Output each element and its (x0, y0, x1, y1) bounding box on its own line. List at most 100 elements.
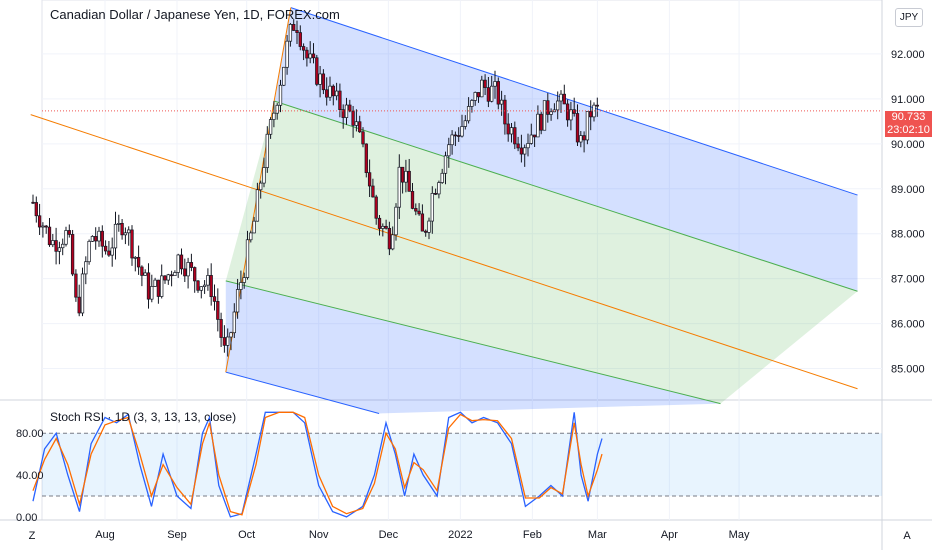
candle-down (107, 250, 111, 256)
candle-down (169, 274, 174, 277)
candle-down (189, 262, 194, 268)
candle-down (476, 92, 481, 98)
candle-down (325, 89, 329, 98)
candle-up (437, 182, 441, 195)
candle-down (74, 273, 78, 298)
candle-up (153, 279, 157, 287)
price-tick-label: 88.000 (891, 229, 925, 241)
candle-up (450, 134, 454, 146)
pitchfork-median-line (30, 114, 858, 390)
time-tick-label: Sep (167, 529, 187, 541)
last-price-tag: 90.733 23:02:10 (885, 111, 932, 137)
candle-up (143, 272, 147, 276)
stoch-tick-label: 0.00 (16, 512, 37, 524)
candle-up (202, 284, 207, 288)
candle-up (440, 172, 444, 183)
candle-up (493, 81, 497, 87)
candle-down (156, 279, 161, 297)
candle-down (351, 110, 355, 126)
candle-up (249, 232, 253, 241)
candle-up (229, 332, 233, 338)
candle-down (103, 245, 108, 252)
stoch-tick-label: 80.00 (16, 428, 44, 440)
candle-up (123, 232, 128, 236)
candle-down (77, 296, 81, 314)
candle-up (275, 104, 279, 114)
candle-up (176, 254, 180, 273)
pitchfork-middle-zone (225, 101, 858, 404)
candle-up (328, 85, 332, 98)
candle-up (470, 100, 474, 107)
candle-down (70, 234, 75, 275)
price-tick-label: 91.000 (891, 94, 925, 106)
candle-up (404, 170, 408, 183)
bar-countdown: 23:02:10 (887, 124, 930, 136)
candle-up (150, 286, 154, 300)
candle-down (358, 121, 362, 133)
candle-down (384, 225, 388, 229)
candle-up (239, 282, 243, 290)
candle-down (301, 46, 306, 51)
candle-up (61, 243, 65, 249)
candle-down (130, 229, 134, 259)
candle-up (84, 261, 88, 275)
pitchfork-lower-line (225, 371, 380, 414)
candle-up (354, 121, 359, 126)
candle-down (410, 191, 415, 209)
candle-down (400, 166, 405, 183)
time-tick-label: 2022 (448, 529, 472, 541)
candle-down (506, 123, 510, 135)
time-tick-label: Oct (238, 529, 255, 541)
candle-down (414, 208, 418, 212)
candle-up (97, 230, 101, 242)
candle-up (268, 119, 273, 135)
candle-up (397, 166, 401, 208)
candle-up (265, 133, 269, 168)
candle-down (565, 103, 570, 121)
candle-up (57, 247, 62, 252)
pitchfork-upper-zone (274, 7, 858, 292)
stoch-rsi-title: Stoch RSI · 1D (3, 3, 13, 13, close) (50, 410, 237, 424)
candle-down (433, 192, 438, 195)
candle-down (519, 147, 524, 155)
candle-down (54, 240, 58, 252)
auto-scale-button[interactable]: A (903, 530, 911, 542)
time-tick-label: Apr (661, 529, 678, 541)
candle-down (321, 73, 326, 91)
time-tick-label: Dec (379, 529, 399, 541)
candle-down (146, 272, 151, 300)
candle-down (367, 172, 372, 187)
candle-up (285, 40, 289, 68)
candle-down (196, 280, 200, 291)
timezone-button[interactable]: Z (28, 530, 36, 542)
candle-up (430, 192, 434, 222)
candle-down (562, 93, 566, 105)
candle-up (381, 225, 385, 229)
price-tick-label: 90.000 (891, 139, 925, 151)
candle-up (499, 99, 504, 105)
candle-up (64, 230, 68, 245)
candle-up (166, 274, 170, 281)
chart-title: Canadian Dollar / Japanese Yen, 1D, FORE… (50, 7, 340, 22)
candle-down (34, 202, 38, 217)
candle-down (546, 100, 550, 115)
candle-up (272, 112, 276, 120)
candle-down (341, 109, 345, 118)
candle-down (513, 127, 517, 145)
pitchfork-inner-upper-line (274, 100, 858, 292)
candle-down (516, 143, 520, 149)
candle-down (212, 296, 217, 302)
candle-down (589, 111, 593, 118)
stoch-line-d (32, 411, 603, 516)
candle-up (334, 90, 339, 97)
currency-badge[interactable]: JPY (895, 8, 923, 27)
candle-up (529, 134, 533, 144)
candle-up (318, 73, 322, 85)
candle-up (278, 84, 283, 106)
candle-up (463, 120, 467, 127)
candle-up (308, 53, 312, 59)
candle-up (41, 225, 45, 228)
candle-down (420, 213, 425, 232)
candle-up (526, 143, 530, 149)
